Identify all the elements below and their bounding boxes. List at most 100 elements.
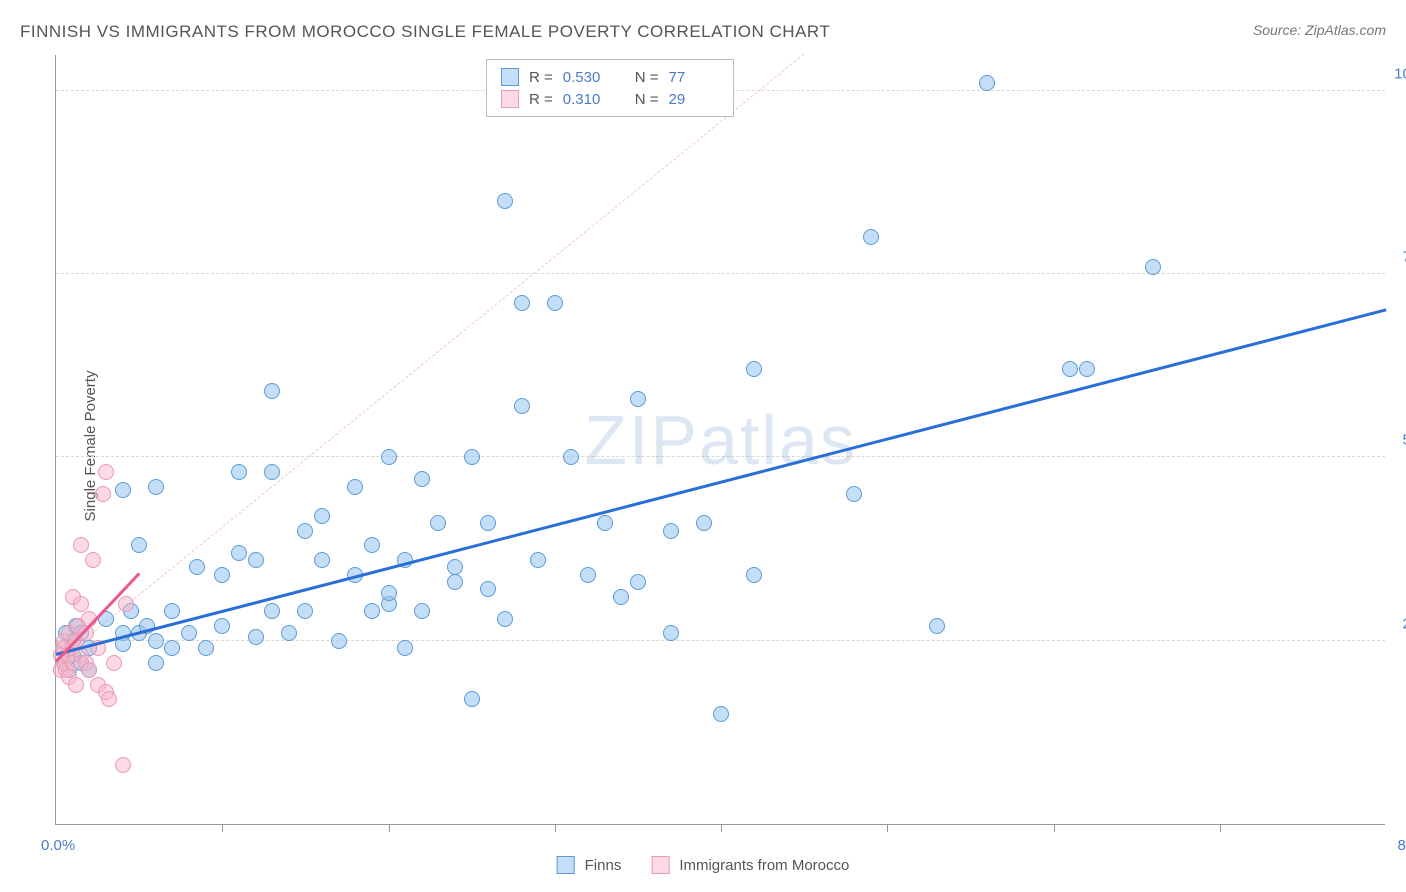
- series-legend: Finns Immigrants from Morocco: [557, 856, 850, 874]
- bottom-legend-item: Finns: [557, 856, 622, 874]
- y-tick-label: 25.0%: [1402, 615, 1406, 632]
- x-tick: [1220, 824, 1221, 832]
- data-point: [480, 581, 496, 597]
- trend-line: [56, 308, 1387, 655]
- watermark: ZIPatlas: [584, 400, 857, 480]
- data-point: [68, 677, 84, 693]
- x-axis-start-label: 0.0%: [41, 837, 75, 854]
- data-point: [497, 193, 513, 209]
- data-point: [189, 559, 205, 575]
- data-point: [514, 295, 530, 311]
- data-point: [231, 545, 247, 561]
- data-point: [563, 449, 579, 465]
- data-point: [447, 574, 463, 590]
- x-axis-end-label: 80.0%: [1397, 837, 1406, 854]
- x-tick: [1054, 824, 1055, 832]
- legend-swatch: [651, 856, 669, 874]
- data-point: [148, 655, 164, 671]
- data-point: [414, 603, 430, 619]
- data-point: [214, 618, 230, 634]
- legend-r-value: 0.530: [563, 69, 613, 86]
- legend-row: R = 0.310 N = 29: [501, 88, 719, 110]
- legend-r-label: R =: [529, 91, 553, 108]
- correlation-legend: R = 0.530 N = 77 R = 0.310 N = 29: [486, 59, 734, 117]
- data-point: [1145, 259, 1161, 275]
- y-tick-label: 50.0%: [1402, 432, 1406, 449]
- legend-swatch: [501, 90, 519, 108]
- legend-n-label: N =: [635, 91, 659, 108]
- data-point: [414, 471, 430, 487]
- data-point: [613, 589, 629, 605]
- data-point: [248, 629, 264, 645]
- gridline: 50.0%: [56, 456, 1385, 457]
- data-point: [98, 464, 114, 480]
- legend-n-value: 29: [669, 91, 719, 108]
- data-point: [264, 383, 280, 399]
- data-point: [347, 479, 363, 495]
- gridline: 75.0%: [56, 273, 1385, 274]
- x-tick: [555, 824, 556, 832]
- data-point: [663, 625, 679, 641]
- data-point: [264, 464, 280, 480]
- data-point: [630, 574, 646, 590]
- data-point: [264, 603, 280, 619]
- data-point: [979, 75, 995, 91]
- data-point: [381, 449, 397, 465]
- data-point: [148, 479, 164, 495]
- data-point: [364, 603, 380, 619]
- legend-n-value: 77: [669, 69, 719, 86]
- data-point: [447, 559, 463, 575]
- data-point: [381, 585, 397, 601]
- data-point: [746, 361, 762, 377]
- data-point: [497, 611, 513, 627]
- data-point: [746, 567, 762, 583]
- legend-r-value: 0.310: [563, 91, 613, 108]
- data-point: [430, 515, 446, 531]
- data-point: [464, 449, 480, 465]
- data-point: [131, 537, 147, 553]
- y-tick-label: 100.0%: [1394, 65, 1406, 82]
- data-point: [281, 625, 297, 641]
- data-point: [164, 640, 180, 656]
- data-point: [696, 515, 712, 531]
- data-point: [929, 618, 945, 634]
- data-point: [846, 486, 862, 502]
- data-point: [95, 486, 111, 502]
- data-point: [514, 398, 530, 414]
- data-point: [73, 537, 89, 553]
- data-point: [101, 691, 117, 707]
- data-point: [597, 515, 613, 531]
- data-point: [364, 537, 380, 553]
- legend-series-label: Finns: [585, 857, 622, 874]
- data-point: [314, 552, 330, 568]
- data-point: [248, 552, 264, 568]
- legend-swatch: [501, 68, 519, 86]
- data-point: [663, 523, 679, 539]
- data-point: [297, 603, 313, 619]
- legend-n-label: N =: [635, 69, 659, 86]
- legend-swatch: [557, 856, 575, 874]
- data-point: [81, 662, 97, 678]
- data-point: [73, 596, 89, 612]
- data-point: [397, 640, 413, 656]
- diagonal-reference-line: [56, 53, 805, 662]
- data-point: [1062, 361, 1078, 377]
- chart-title: FINNISH VS IMMIGRANTS FROM MOROCCO SINGL…: [20, 22, 830, 42]
- x-tick: [222, 824, 223, 832]
- data-point: [713, 706, 729, 722]
- bottom-legend-item: Immigrants from Morocco: [651, 856, 849, 874]
- data-point: [231, 464, 247, 480]
- data-point: [115, 482, 131, 498]
- data-point: [480, 515, 496, 531]
- x-tick: [721, 824, 722, 832]
- data-point: [115, 757, 131, 773]
- legend-row: R = 0.530 N = 77: [501, 66, 719, 88]
- x-tick: [389, 824, 390, 832]
- data-point: [1079, 361, 1095, 377]
- legend-r-label: R =: [529, 69, 553, 86]
- data-point: [118, 596, 134, 612]
- data-point: [214, 567, 230, 583]
- source-attribution: Source: ZipAtlas.com: [1253, 22, 1386, 38]
- data-point: [863, 229, 879, 245]
- data-point: [164, 603, 180, 619]
